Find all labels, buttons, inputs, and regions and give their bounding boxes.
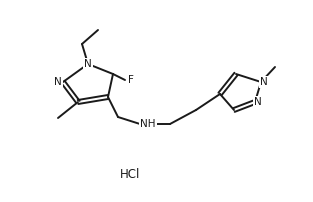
Text: F: F <box>128 75 134 85</box>
Text: NH: NH <box>140 119 156 129</box>
Text: N: N <box>54 77 62 87</box>
Text: HCl: HCl <box>120 167 140 181</box>
Text: N: N <box>84 59 92 69</box>
Text: N: N <box>260 77 268 87</box>
Text: N: N <box>254 97 262 107</box>
